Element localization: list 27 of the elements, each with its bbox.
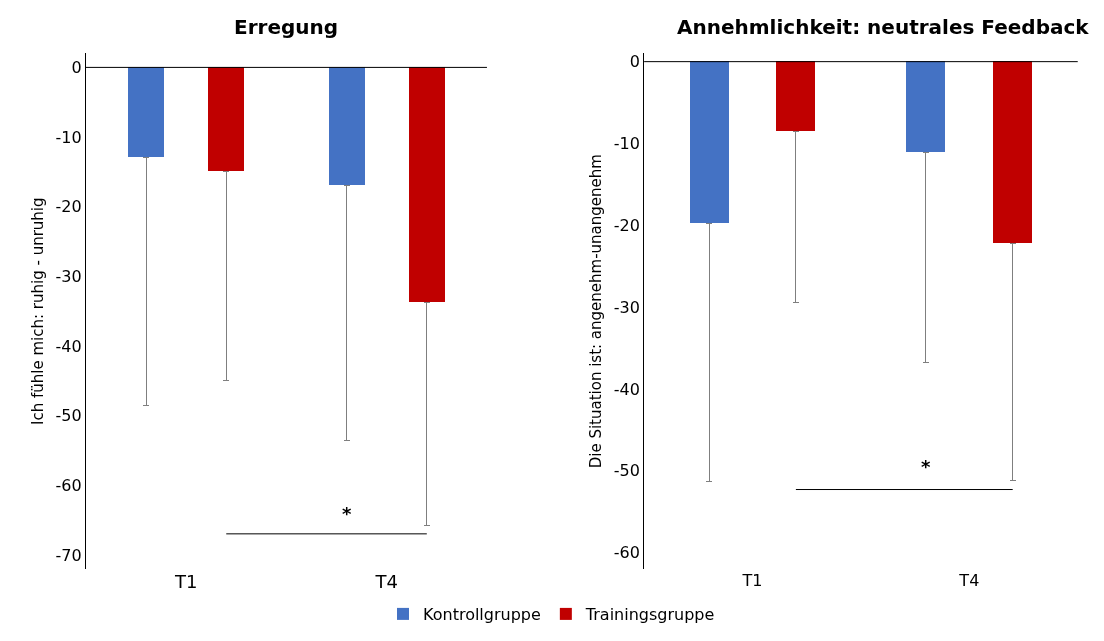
y-tick-label: 0 [71,58,82,77]
y-tick-label: -20 [55,197,82,217]
chart-title: Annehmlichkeit: neutrales Feedback [677,15,1090,39]
y-tick-label: -60 [613,543,640,563]
y-tick-label: -40 [55,336,82,356]
y-tick-label: -10 [613,134,640,154]
y-tick-label: -20 [613,215,640,235]
legend-label: Kontrollgruppe [423,605,541,625]
x-tick-label: T1 [741,570,763,590]
y-tick-label: -10 [55,127,82,147]
y-tick-label: -30 [55,266,82,286]
annotation: * [342,503,352,524]
y-tick-label: -60 [55,475,82,495]
y-tick-label: -40 [613,379,640,399]
y-tick-label: -70 [55,545,82,565]
y-tick-label: -50 [55,406,82,426]
chart-title: Erregung [234,15,339,39]
legend-label: Trainingsgruppe [584,605,715,625]
y-tick-label: 0 [629,52,640,72]
y-axis-title: Ich fühle mich: ruhig - unruhig [28,197,47,425]
x-tick-label: T1 [173,570,198,592]
annotation: * [921,456,931,477]
y-tick-label: -30 [613,297,640,317]
y-axis-title: Die Situation ist: angenehm-unangenehm [587,154,606,469]
y-tick-label: -50 [613,461,640,481]
x-tick-label: T4 [958,570,980,590]
x-tick-label: T4 [374,570,398,592]
